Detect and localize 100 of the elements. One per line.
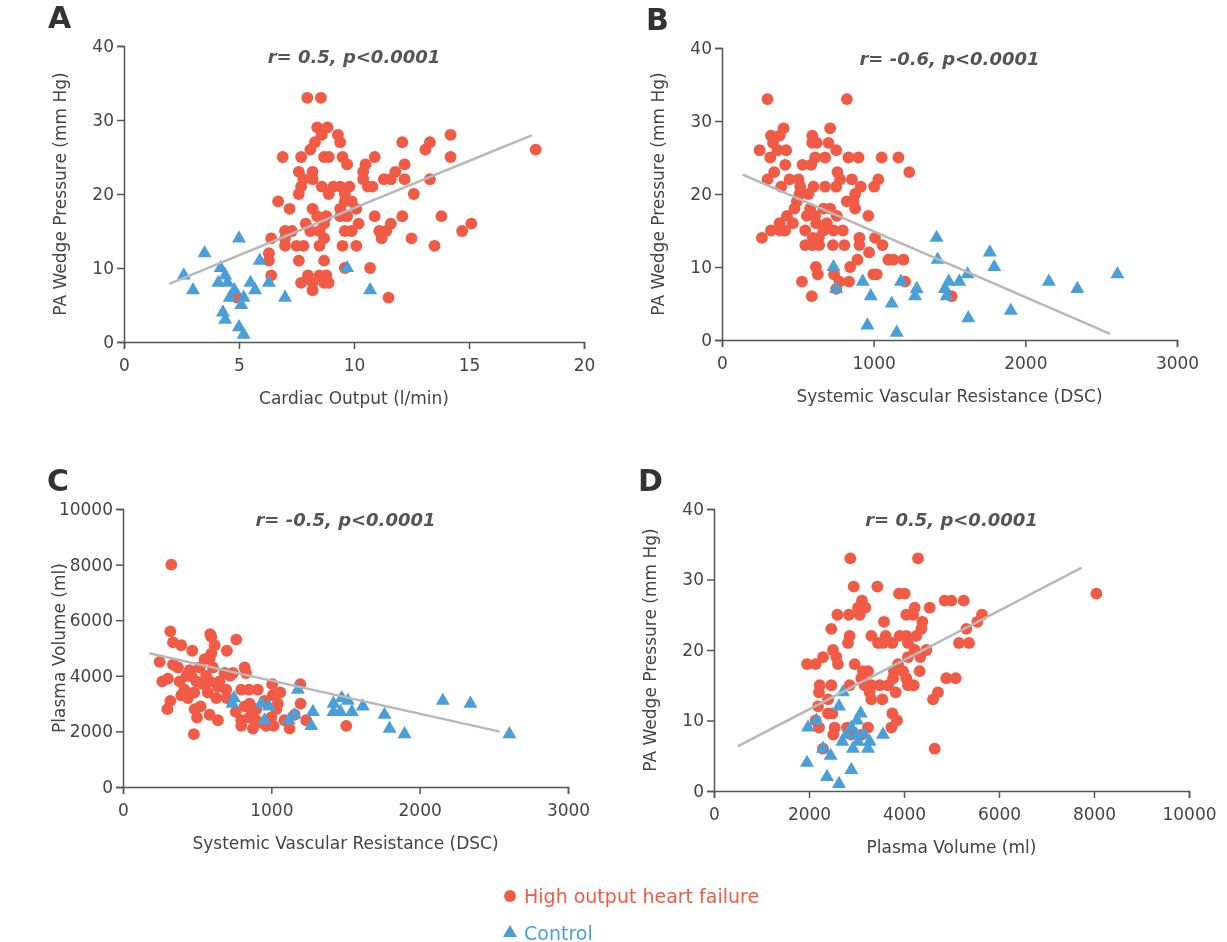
point xyxy=(1041,273,1056,286)
y-tick-label: 30 xyxy=(682,569,704,590)
y-tick-label: 0 xyxy=(103,331,114,352)
y-tick-label: 2000 xyxy=(69,721,113,742)
point xyxy=(186,282,201,295)
y-tick-label: 30 xyxy=(690,110,712,131)
x-tick-label: 0 xyxy=(118,799,129,820)
point xyxy=(801,719,816,732)
y-tick-label: 10 xyxy=(682,710,704,731)
point xyxy=(1003,302,1018,315)
point xyxy=(835,733,850,746)
y-tick-label: 10000 xyxy=(58,498,113,519)
point xyxy=(377,706,392,719)
y-axis-title: Plasma Volume (ml) xyxy=(49,563,69,733)
point xyxy=(363,282,378,295)
x-tick-label: 15 xyxy=(458,354,481,375)
point xyxy=(232,230,247,243)
x-tick-label: 4000 xyxy=(882,803,927,824)
point xyxy=(844,761,859,774)
legend-label: Control xyxy=(524,922,593,942)
point xyxy=(197,245,212,258)
chart-subtitle: r= 0.5, p<0.0001 xyxy=(865,509,1038,530)
chart-title: A xyxy=(48,0,72,35)
point xyxy=(982,244,997,257)
x-tick-label: 10000 xyxy=(1162,803,1217,824)
point xyxy=(884,295,899,308)
y-axis-title: PA Wedge Pressure (mm Hg) xyxy=(50,72,70,316)
chart-title: D xyxy=(638,463,663,498)
x-tick-label: 8000 xyxy=(1072,803,1117,824)
point xyxy=(855,273,870,286)
point xyxy=(850,712,865,725)
point xyxy=(257,712,272,725)
y-tick-label: 6000 xyxy=(69,610,113,631)
chart-subtitle: r= -0.5, p<0.0001 xyxy=(255,509,436,530)
x-axis-title: Systemic Vascular Resistance (DSC) xyxy=(192,833,499,853)
chart-title: B xyxy=(646,2,669,37)
x-tick-label: 5 xyxy=(234,354,245,375)
y-tick-label: 20 xyxy=(92,183,114,204)
point xyxy=(952,273,967,286)
point xyxy=(463,695,478,708)
point xyxy=(340,259,355,273)
x-tick-label: 20 xyxy=(573,354,596,375)
y-tick-label: 0 xyxy=(701,329,712,350)
point xyxy=(435,692,450,705)
point xyxy=(929,229,944,242)
y-tick-label: 30 xyxy=(92,109,114,130)
y-axis-title: PA Wedge Pressure (mm Hg) xyxy=(640,528,660,772)
point xyxy=(820,768,835,781)
x-tick-label: 2000 xyxy=(398,799,442,820)
x-tick-label: 0 xyxy=(119,354,130,375)
x-tick-label: 1000 xyxy=(250,799,294,820)
x-axis-title: Plasma Volume (ml) xyxy=(866,837,1037,857)
point xyxy=(860,317,875,330)
y-tick-label: 0 xyxy=(102,776,113,797)
point xyxy=(987,258,1002,272)
point xyxy=(823,747,838,760)
x-tick-label: 3000 xyxy=(546,799,591,820)
y-tick-label: 10 xyxy=(92,257,114,278)
point xyxy=(502,726,517,739)
point xyxy=(800,754,815,767)
y-tick-label: 40 xyxy=(690,37,712,58)
x-axis-title: Systemic Vascular Resistance (DSC) xyxy=(796,386,1103,406)
y-tick-label: 4000 xyxy=(69,665,113,686)
point xyxy=(1070,280,1085,293)
point xyxy=(278,289,293,302)
x-tick-label: 3000 xyxy=(1155,352,1200,373)
point xyxy=(832,698,847,711)
point xyxy=(826,258,841,272)
point xyxy=(304,717,319,730)
chart-subtitle: r= -0.6, p<0.0001 xyxy=(859,48,1040,69)
y-axis-title: PA Wedge Pressure (mm Hg) xyxy=(648,72,668,316)
point xyxy=(248,282,263,295)
point xyxy=(261,698,276,711)
point xyxy=(893,273,908,286)
point xyxy=(344,703,359,716)
point xyxy=(261,274,276,287)
point xyxy=(832,775,847,788)
point xyxy=(397,726,412,739)
point xyxy=(1110,266,1125,279)
x-tick-label: 2000 xyxy=(787,803,832,824)
point xyxy=(876,726,891,739)
y-tick-label: 40 xyxy=(92,35,114,56)
y-tick-label: 40 xyxy=(682,498,704,519)
x-tick-label: 1000 xyxy=(852,352,896,373)
point xyxy=(889,324,904,337)
point xyxy=(305,703,320,716)
y-tick-label: 8000 xyxy=(69,554,113,575)
y-tick-label: 20 xyxy=(682,639,704,660)
point xyxy=(845,740,860,753)
x-tick-label: 2000 xyxy=(1004,352,1048,373)
chart-subtitle: r= 0.5, p<0.0001 xyxy=(267,46,441,67)
point xyxy=(222,289,237,302)
point xyxy=(382,720,397,733)
point xyxy=(961,310,976,323)
legend-label: High output heart failure xyxy=(524,885,760,907)
x-axis-title: Cardiac Output (l/min) xyxy=(259,388,449,408)
y-tick-label: 20 xyxy=(690,183,712,204)
x-tick-label: 10 xyxy=(343,354,366,375)
point xyxy=(236,326,251,339)
x-tick-label: 6000 xyxy=(977,803,1022,824)
